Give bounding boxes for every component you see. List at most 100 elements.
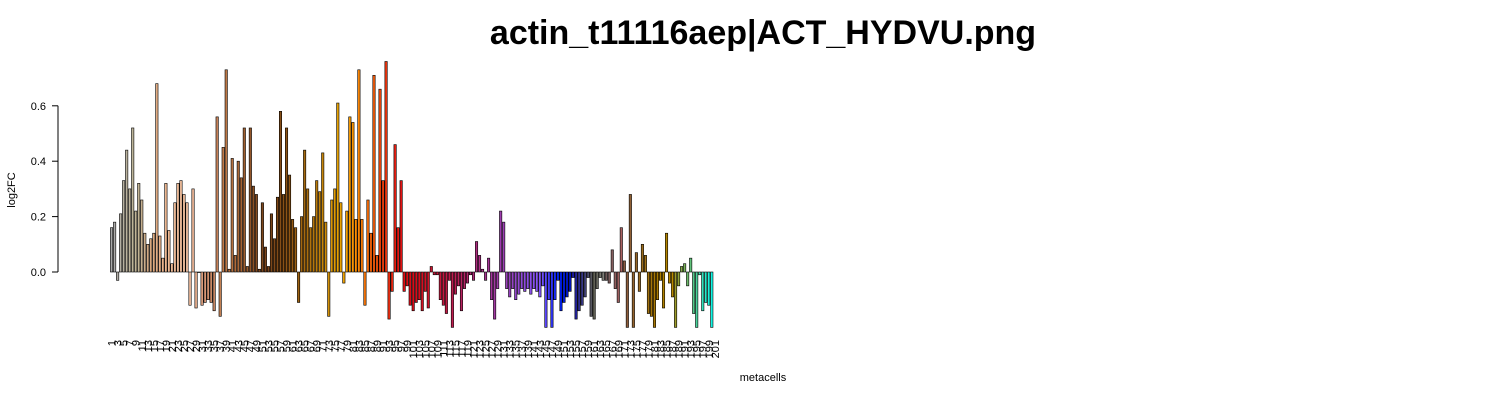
bar-metacell-13 xyxy=(146,244,150,273)
bar-metacell-37 xyxy=(218,271,222,317)
x-tick-label: 31 xyxy=(197,340,209,352)
bar-metacell-128 xyxy=(493,271,497,320)
x-tick-label: 29 xyxy=(191,340,203,352)
x-tick-label: 51 xyxy=(257,340,269,352)
bar-metacell-79 xyxy=(345,210,349,273)
bar-metacell-103 xyxy=(417,271,421,301)
bar-metacell-148 xyxy=(553,271,557,301)
bar-metacell-168 xyxy=(613,271,617,289)
bar-metacell-52 xyxy=(263,246,267,273)
bar-metacell-63 xyxy=(297,271,301,303)
x-tick-label: 65 xyxy=(300,340,312,352)
bar-metacell-56 xyxy=(275,196,279,273)
x-tick-label: 27 xyxy=(185,340,197,352)
x-tick-label: 95 xyxy=(390,340,402,352)
x-tick-label: 33 xyxy=(203,340,215,352)
x-tick-label: 91 xyxy=(378,340,390,352)
bar-metacell-198 xyxy=(704,271,708,303)
x-tick-label: 185 xyxy=(662,340,674,358)
x-tick-label: 71 xyxy=(318,340,330,352)
bar-metacell-24 xyxy=(179,180,183,273)
bar-metacell-60 xyxy=(288,174,292,273)
x-tick-label: 183 xyxy=(656,340,668,358)
x-tick-label: 153 xyxy=(565,340,577,358)
bar-metacell-136 xyxy=(517,271,521,295)
bar-metacell-22 xyxy=(173,202,177,273)
bar-metacell-65 xyxy=(303,149,307,273)
x-tick-label: 129 xyxy=(493,340,505,358)
bar-metacell-169 xyxy=(616,271,620,303)
bar-metacell-149 xyxy=(556,271,560,281)
bar-metacell-184 xyxy=(662,271,666,309)
bar-metacell-178 xyxy=(643,255,647,273)
bar-metacell-193 xyxy=(689,257,693,273)
x-tick-label: 197 xyxy=(698,340,710,358)
bar-metacell-69 xyxy=(315,180,319,273)
x-tick-label: 61 xyxy=(288,340,300,352)
bar-metacell-129 xyxy=(496,271,500,289)
bar-metacell-157 xyxy=(580,271,584,306)
bar-metacell-143 xyxy=(538,271,542,298)
x-tick-label: 151 xyxy=(559,340,571,358)
bar-metacell-187 xyxy=(671,271,675,298)
x-tick-label: 195 xyxy=(692,340,704,358)
bar-metacell-83 xyxy=(357,69,361,273)
bar-metacell-170 xyxy=(619,227,623,273)
bar-metacell-55 xyxy=(272,238,276,273)
bar-metacell-46 xyxy=(245,266,249,273)
bar-metacell-78 xyxy=(342,271,346,284)
bar-metacell-191 xyxy=(683,263,687,273)
bar-metacell-92 xyxy=(384,61,388,273)
x-tick-label: 155 xyxy=(571,340,583,358)
bar-metacell-163 xyxy=(598,271,602,278)
bar-metacell-159 xyxy=(586,271,590,278)
x-tick-label: 9 xyxy=(131,340,143,346)
bar-metacell-89 xyxy=(375,255,379,273)
x-tick-label: 73 xyxy=(324,340,336,352)
bar-metacell-111 xyxy=(441,271,445,306)
x-tick-label: 19 xyxy=(161,340,173,352)
bar-metacell-104 xyxy=(420,271,424,312)
bar-metacell-64 xyxy=(300,216,304,273)
x-tick-label: 17 xyxy=(155,340,167,352)
x-tick-label: 109 xyxy=(432,340,444,358)
bar-metacell-23 xyxy=(176,183,180,273)
bar-metacell-165 xyxy=(604,271,608,281)
bar-metacell-75 xyxy=(333,188,337,273)
bar-metacell-74 xyxy=(330,199,334,273)
bar-metacell-16 xyxy=(155,83,159,273)
bar-metacell-94 xyxy=(390,271,394,292)
x-tick-label: 39 xyxy=(221,340,233,352)
x-tick-label: 141 xyxy=(529,340,541,358)
bar-metacell-192 xyxy=(686,271,690,287)
bar-metacell-87 xyxy=(369,232,373,273)
bar-metacell-127 xyxy=(490,271,494,301)
bar-metacell-151 xyxy=(562,271,566,303)
bar-metacell-142 xyxy=(535,271,539,292)
bar-metacell-161 xyxy=(592,271,596,320)
bar-metacell-5 xyxy=(122,180,126,273)
bar-metacell-85 xyxy=(363,271,367,306)
x-tick-label: 1 xyxy=(107,340,119,346)
bar-metacell-17 xyxy=(158,235,162,273)
bar-metacell-68 xyxy=(312,216,316,273)
x-tick-label: 145 xyxy=(541,340,553,358)
bar-metacell-67 xyxy=(309,227,313,273)
bar-metacell-175 xyxy=(634,252,638,273)
bar-metacell-43 xyxy=(236,160,240,273)
x-tick-label: 53 xyxy=(263,340,275,352)
bar-metacell-90 xyxy=(378,88,382,273)
bar-metacell-70 xyxy=(318,191,322,273)
bar-metacell-40 xyxy=(227,268,231,273)
bar-metacell-183 xyxy=(659,271,663,281)
bar-metacell-115 xyxy=(453,271,457,295)
bar-metacell-185 xyxy=(665,232,669,273)
x-tick-label: 37 xyxy=(215,340,227,352)
bar-metacell-135 xyxy=(514,271,518,301)
bar-metacell-153 xyxy=(568,271,572,292)
bar-metacell-73 xyxy=(327,271,331,317)
bar-metacell-150 xyxy=(559,271,563,312)
bar-metacell-155 xyxy=(574,271,578,320)
bar-metacell-141 xyxy=(532,271,536,289)
bar-metacell-162 xyxy=(595,271,599,289)
